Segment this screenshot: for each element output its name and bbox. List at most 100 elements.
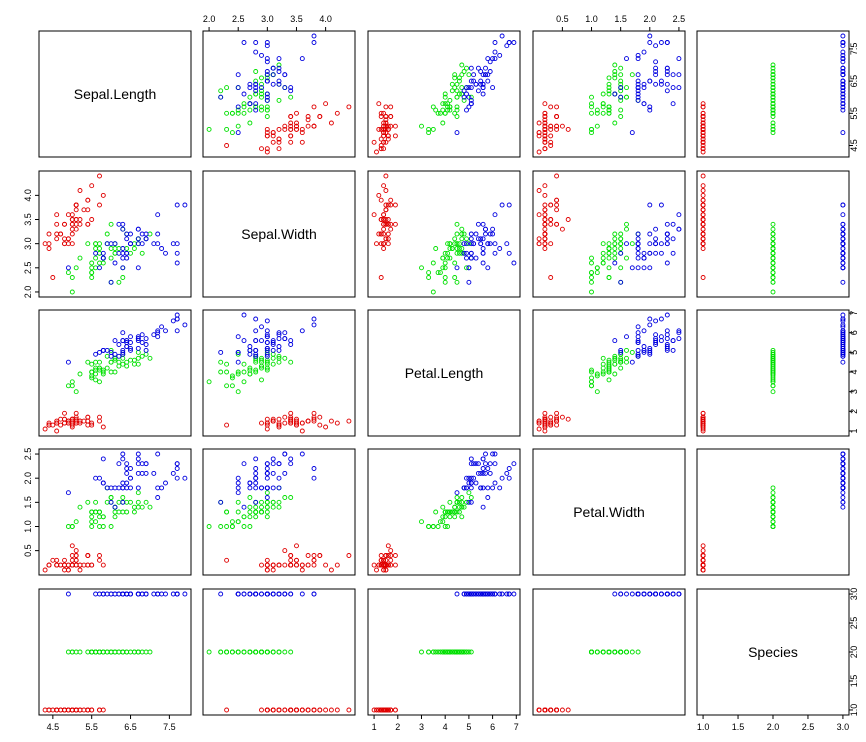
data-point bbox=[770, 265, 776, 271]
data-point bbox=[97, 379, 102, 385]
data-point bbox=[600, 250, 606, 256]
data-point bbox=[264, 422, 270, 428]
data-point bbox=[461, 88, 467, 94]
data-point bbox=[276, 359, 282, 365]
data-point bbox=[270, 470, 276, 476]
data-point bbox=[542, 126, 548, 132]
data-point bbox=[54, 212, 60, 218]
data-point bbox=[131, 509, 137, 515]
data-point bbox=[635, 246, 641, 251]
data-point bbox=[618, 357, 624, 363]
data-point bbox=[483, 72, 488, 78]
data-point bbox=[490, 85, 496, 91]
data-point bbox=[770, 349, 776, 355]
data-point bbox=[483, 470, 488, 476]
y-tick-label: 2.0 bbox=[23, 286, 33, 299]
data-point bbox=[565, 707, 571, 713]
data-point bbox=[468, 250, 474, 256]
data-point bbox=[454, 250, 460, 256]
data-point bbox=[554, 104, 560, 110]
data-point bbox=[376, 192, 382, 198]
data-point bbox=[276, 562, 282, 568]
data-point bbox=[480, 221, 486, 227]
data-point bbox=[259, 365, 264, 371]
data-point bbox=[618, 231, 624, 237]
data-point bbox=[311, 322, 317, 328]
data-point bbox=[288, 139, 294, 145]
data-point bbox=[624, 241, 629, 247]
data-point bbox=[241, 312, 247, 318]
data-point bbox=[618, 114, 624, 119]
data-point bbox=[253, 338, 259, 344]
panel-r3-c2 bbox=[202, 309, 356, 437]
data-point bbox=[490, 56, 496, 62]
data-point bbox=[282, 355, 288, 361]
data-point bbox=[288, 707, 294, 713]
data-point bbox=[464, 241, 469, 247]
data-point bbox=[241, 504, 247, 510]
data-point bbox=[559, 707, 565, 713]
data-point bbox=[670, 85, 676, 91]
data-point bbox=[62, 567, 67, 573]
data-point bbox=[264, 353, 270, 359]
data-point bbox=[378, 562, 384, 568]
data-point bbox=[454, 490, 460, 496]
data-point bbox=[108, 499, 114, 505]
data-point bbox=[120, 456, 126, 462]
data-point bbox=[259, 104, 264, 110]
data-point bbox=[174, 328, 180, 334]
data-point bbox=[624, 56, 629, 62]
data-point bbox=[466, 241, 472, 247]
data-point bbox=[430, 649, 436, 655]
data-point bbox=[108, 649, 114, 655]
data-point bbox=[653, 226, 659, 232]
data-point bbox=[259, 504, 264, 510]
data-point bbox=[594, 265, 600, 271]
data-point bbox=[647, 33, 653, 39]
axis-ticks-1: 4.5 5.5 6.5 7.54.55.56.57.5 bbox=[47, 43, 859, 732]
data-point bbox=[69, 231, 75, 237]
data-point bbox=[77, 188, 83, 193]
data-point bbox=[440, 255, 446, 261]
data-point bbox=[288, 114, 294, 119]
data-point bbox=[606, 110, 612, 116]
y-tick-label: 2.5 bbox=[23, 448, 33, 461]
data-point bbox=[437, 519, 443, 525]
data-point bbox=[328, 120, 334, 126]
data-point bbox=[155, 241, 161, 247]
data-point bbox=[155, 334, 161, 340]
data-point bbox=[381, 241, 387, 247]
data-point bbox=[548, 275, 554, 280]
data-point bbox=[454, 499, 460, 505]
data-point bbox=[311, 466, 317, 471]
data-point bbox=[282, 123, 288, 129]
data-point bbox=[93, 519, 99, 525]
data-point bbox=[492, 591, 498, 597]
data-point bbox=[218, 499, 224, 505]
data-point bbox=[506, 466, 512, 471]
data-point bbox=[139, 504, 145, 510]
data-point bbox=[770, 365, 776, 371]
data-point bbox=[770, 85, 776, 91]
data-point bbox=[653, 241, 659, 247]
data-point bbox=[100, 250, 106, 256]
data-point bbox=[282, 470, 288, 476]
data-point bbox=[311, 553, 317, 558]
data-point bbox=[452, 75, 458, 81]
data-point bbox=[497, 246, 503, 251]
data-point bbox=[492, 212, 498, 218]
data-point bbox=[466, 94, 472, 100]
data-point bbox=[139, 591, 145, 597]
data-point bbox=[485, 241, 491, 247]
data-point bbox=[840, 265, 846, 271]
data-point bbox=[589, 130, 594, 136]
data-point bbox=[264, 78, 270, 84]
data-point bbox=[664, 40, 670, 45]
data-point bbox=[93, 509, 99, 515]
data-point bbox=[264, 345, 270, 351]
data-point bbox=[108, 353, 114, 359]
data-point bbox=[548, 202, 554, 208]
data-point bbox=[542, 101, 548, 107]
data-point bbox=[770, 97, 776, 103]
data-point bbox=[305, 562, 311, 568]
